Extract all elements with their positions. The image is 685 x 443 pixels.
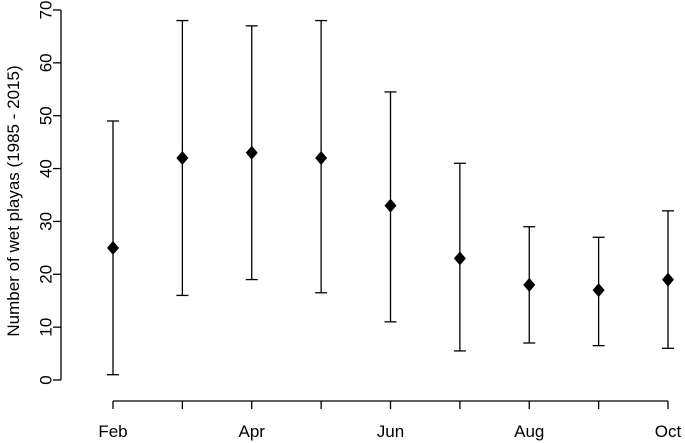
data-point-jul: [453, 251, 466, 266]
y-tick-label: 0: [37, 375, 56, 384]
y-axis-label: Number of wet playas (1985 - 2015): [4, 65, 23, 336]
y-tick-label: 20: [37, 265, 56, 284]
data-point-sep: [592, 283, 605, 298]
x-tick-label: Oct: [655, 422, 682, 441]
data-point-oct: [662, 272, 674, 287]
x-tick-label: Jun: [377, 422, 404, 441]
data-point-may: [315, 151, 328, 165]
data-point-mar: [176, 151, 189, 165]
x-tick-label: Aug: [514, 422, 544, 441]
y-axis: 0 10 20 30 40 50 60 70: [37, 1, 62, 385]
data-point-apr: [245, 145, 258, 160]
y-tick-label: 60: [37, 53, 56, 72]
plot-area: [107, 19, 674, 376]
x-tick-label: Feb: [98, 422, 127, 441]
y-tick-label: 40: [37, 159, 56, 178]
data-point-feb: [107, 240, 119, 255]
x-axis: Feb Apr Jun Aug Oct: [98, 400, 682, 441]
y-tick-label: 30: [37, 212, 56, 231]
y-tick-label: 10: [37, 318, 56, 337]
x-tick-label: Apr: [239, 422, 266, 441]
data-point-aug: [523, 277, 536, 292]
y-tick-label: 70: [37, 1, 56, 20]
y-tick-label: 50: [37, 106, 56, 125]
data-point-jun: [384, 198, 397, 213]
